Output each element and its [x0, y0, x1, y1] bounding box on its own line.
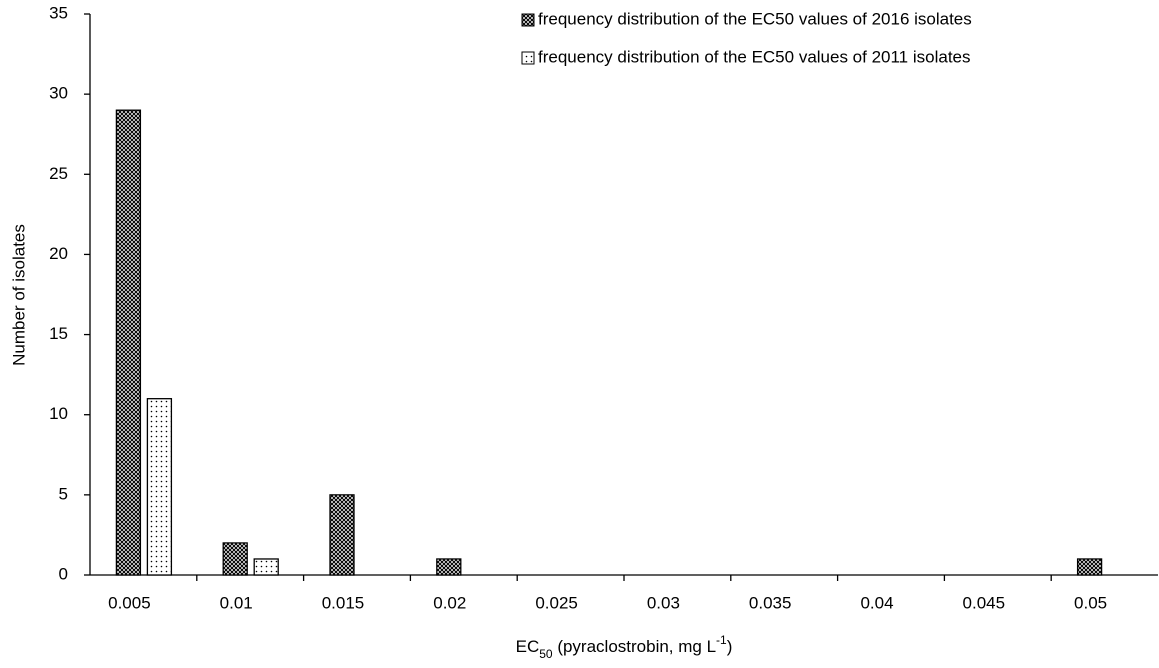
x-axis-title-part: 50 — [539, 647, 553, 661]
y-tick-label: 10 — [49, 404, 68, 423]
legend-label: frequency distribution of the EC50 value… — [538, 47, 971, 66]
bar — [146, 398, 173, 576]
x-tick-label: 0.005 — [108, 593, 151, 612]
x-axis-title-part: ) — [727, 637, 733, 656]
x-axis-title-part: EC — [516, 637, 540, 656]
x-axis-title-part: -1 — [716, 633, 727, 647]
y-tick-label: 30 — [49, 84, 68, 103]
x-tick-label: 0.045 — [963, 593, 1006, 612]
x-tick-label: 0.03 — [647, 593, 680, 612]
y-tick-label: 5 — [59, 484, 68, 503]
x-tick-label: 0.01 — [220, 593, 253, 612]
y-tick-label: 20 — [49, 244, 68, 263]
bar — [436, 558, 462, 576]
x-tick-label: 0.04 — [860, 593, 893, 612]
bar — [115, 109, 142, 576]
x-tick-label: 0.035 — [749, 593, 792, 612]
legend-swatch — [521, 51, 535, 65]
bar — [329, 494, 355, 576]
legend-label: frequency distribution of the EC50 value… — [538, 9, 972, 28]
x-tick-label: 0.015 — [322, 593, 365, 612]
y-tick-label: 0 — [59, 564, 68, 583]
y-tick-label: 25 — [49, 164, 68, 183]
y-tick-label: 35 — [49, 3, 68, 22]
bar — [253, 558, 279, 576]
y-axis-title: Number of isolates — [9, 224, 28, 366]
y-tick-label: 15 — [49, 324, 68, 343]
x-axis-title-part: (pyraclostrobin, mg L — [553, 637, 716, 656]
x-axis-title: EC50 (pyraclostrobin, mg L-1) — [516, 633, 733, 661]
x-tick-label: 0.05 — [1074, 593, 1107, 612]
bar — [1076, 558, 1103, 576]
bar — [222, 542, 248, 576]
x-tick-label: 0.02 — [433, 593, 466, 612]
x-tick-label: 0.025 — [535, 593, 578, 612]
legend-swatch — [521, 13, 535, 27]
